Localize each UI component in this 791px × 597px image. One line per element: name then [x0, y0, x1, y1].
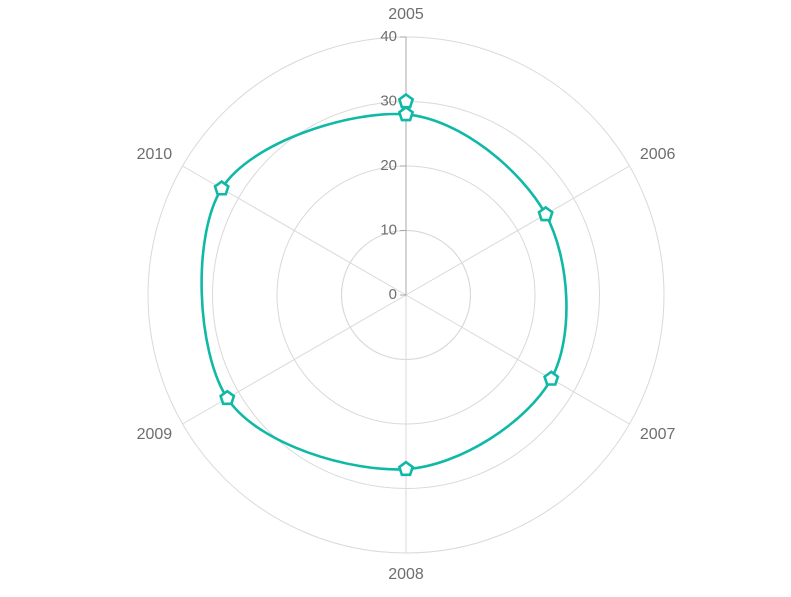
category-label-2005: 2005 [388, 6, 424, 23]
radial-tick-label: 30 [380, 92, 397, 109]
series-layer [200, 92, 568, 477]
category-label-2006: 2006 [640, 146, 676, 163]
category-label-2010: 2010 [137, 146, 173, 163]
spoke-line [405, 165, 630, 296]
data-point-2005[interactable] [397, 105, 415, 122]
radial-tick-label: 20 [380, 157, 397, 174]
data-point-extra-2005[interactable] [397, 92, 415, 109]
axis-layer: 0 10 20 30 40 [380, 28, 407, 303]
radial-tick-label: 0 [389, 286, 397, 303]
category-label-2008: 2008 [388, 566, 424, 583]
data-point-2006[interactable] [537, 205, 554, 222]
data-point-2007[interactable] [543, 370, 560, 386]
spoke-line [182, 294, 407, 425]
data-point-2010[interactable] [213, 179, 230, 196]
category-label-2009: 2009 [137, 426, 173, 443]
data-point-2009[interactable] [219, 389, 236, 406]
spoke-line [405, 294, 630, 425]
radial-tick-label: 40 [380, 28, 397, 45]
data-point-2008[interactable] [397, 460, 415, 477]
category-label-2007: 2007 [640, 426, 676, 443]
radial-tick-label: 10 [380, 221, 397, 238]
